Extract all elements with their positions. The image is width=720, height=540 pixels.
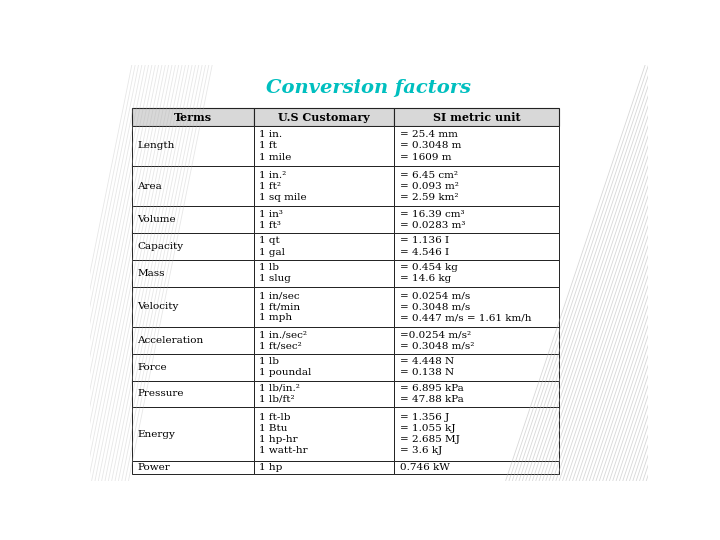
Bar	[132, 381, 253, 407]
Bar	[132, 260, 253, 287]
Text: Energy: Energy	[138, 430, 175, 438]
Text: Velocity: Velocity	[138, 302, 179, 312]
Bar	[132, 327, 253, 354]
Bar	[253, 206, 395, 233]
Bar	[132, 233, 253, 260]
Text: = 0.454 kg
= 14.6 kg: = 0.454 kg = 14.6 kg	[400, 264, 458, 284]
Text: Conversion factors: Conversion factors	[266, 79, 472, 97]
Text: 1 in³
1 ft³: 1 in³ 1 ft³	[259, 210, 283, 230]
Text: = 1.356 J
= 1.055 kJ
= 2.685 MJ
= 3.6 kJ: = 1.356 J = 1.055 kJ = 2.685 MJ = 3.6 kJ	[400, 413, 460, 455]
Bar	[395, 126, 559, 166]
Bar	[132, 407, 253, 461]
Text: Acceleration: Acceleration	[138, 336, 204, 345]
Text: 1 qt
1 gal: 1 qt 1 gal	[259, 237, 285, 256]
Text: 1 ft-lb
1 Btu
1 hp-hr
1 watt-hr: 1 ft-lb 1 Btu 1 hp-hr 1 watt-hr	[259, 413, 307, 455]
Bar	[253, 260, 395, 287]
Bar	[253, 287, 395, 327]
Text: Volume: Volume	[138, 215, 176, 224]
Bar	[395, 206, 559, 233]
Bar	[132, 166, 253, 206]
Text: 1 lb
1 poundal: 1 lb 1 poundal	[259, 357, 312, 377]
Bar	[132, 287, 253, 327]
Bar	[253, 354, 395, 381]
Bar	[253, 327, 395, 354]
Text: Pressure: Pressure	[138, 389, 184, 399]
Bar	[395, 260, 559, 287]
Text: =0.0254 m/s²
= 0.3048 m/s²: =0.0254 m/s² = 0.3048 m/s²	[400, 330, 474, 350]
Text: = 0.0254 m/s
= 0.3048 m/s
= 0.447 m/s = 1.61 km/h: = 0.0254 m/s = 0.3048 m/s = 0.447 m/s = …	[400, 291, 531, 322]
Bar	[253, 461, 395, 474]
Bar	[395, 461, 559, 474]
Bar	[253, 126, 395, 166]
Bar	[253, 166, 395, 206]
Bar	[253, 407, 395, 461]
Text: 1 in./sec²
1 ft/sec²: 1 in./sec² 1 ft/sec²	[259, 330, 307, 350]
Text: 1 in.²
1 ft²
1 sq mile: 1 in.² 1 ft² 1 sq mile	[259, 171, 307, 202]
Text: 1 in/sec
1 ft/min
1 mph: 1 in/sec 1 ft/min 1 mph	[259, 291, 300, 322]
Text: Force: Force	[138, 363, 167, 372]
Text: = 6.895 kPa
= 47.88 kPa: = 6.895 kPa = 47.88 kPa	[400, 384, 464, 404]
Bar	[253, 233, 395, 260]
Text: = 16.39 cm³
= 0.0283 m³: = 16.39 cm³ = 0.0283 m³	[400, 210, 465, 230]
Bar	[395, 381, 559, 407]
Text: Area: Area	[138, 181, 162, 191]
Bar	[395, 233, 559, 260]
Text: = 6.45 cm²
= 0.093 m²
= 2.59 km²: = 6.45 cm² = 0.093 m² = 2.59 km²	[400, 171, 459, 202]
Bar	[395, 109, 559, 126]
Text: 1 hp: 1 hp	[259, 463, 282, 472]
Text: 0.746 kW: 0.746 kW	[400, 463, 450, 472]
Text: 1 lb/in.²
1 lb/ft²: 1 lb/in.² 1 lb/ft²	[259, 384, 300, 404]
Text: Length: Length	[138, 141, 175, 151]
Text: = 4.448 N
= 0.138 N: = 4.448 N = 0.138 N	[400, 357, 454, 377]
Text: Capacity: Capacity	[138, 242, 184, 251]
Bar	[395, 327, 559, 354]
Bar	[132, 126, 253, 166]
Bar	[395, 354, 559, 381]
Bar	[132, 461, 253, 474]
Bar	[132, 354, 253, 381]
Bar	[253, 381, 395, 407]
Bar	[132, 109, 253, 126]
Bar	[253, 109, 395, 126]
Text: = 25.4 mm
= 0.3048 m
= 1609 m: = 25.4 mm = 0.3048 m = 1609 m	[400, 130, 462, 161]
Bar	[132, 206, 253, 233]
Bar	[395, 287, 559, 327]
Bar	[395, 407, 559, 461]
Bar	[395, 166, 559, 206]
Text: 1 in.
1 ft
1 mile: 1 in. 1 ft 1 mile	[259, 130, 292, 161]
Text: = 1.136 I
= 4.546 I: = 1.136 I = 4.546 I	[400, 237, 449, 256]
Text: 1 lb
1 slug: 1 lb 1 slug	[259, 264, 291, 284]
Text: Mass: Mass	[138, 269, 165, 278]
Text: SI metric unit: SI metric unit	[433, 112, 521, 123]
Text: Power: Power	[138, 463, 170, 472]
Text: U.S Customary: U.S Customary	[278, 112, 370, 123]
Text: Terms: Terms	[174, 112, 212, 123]
